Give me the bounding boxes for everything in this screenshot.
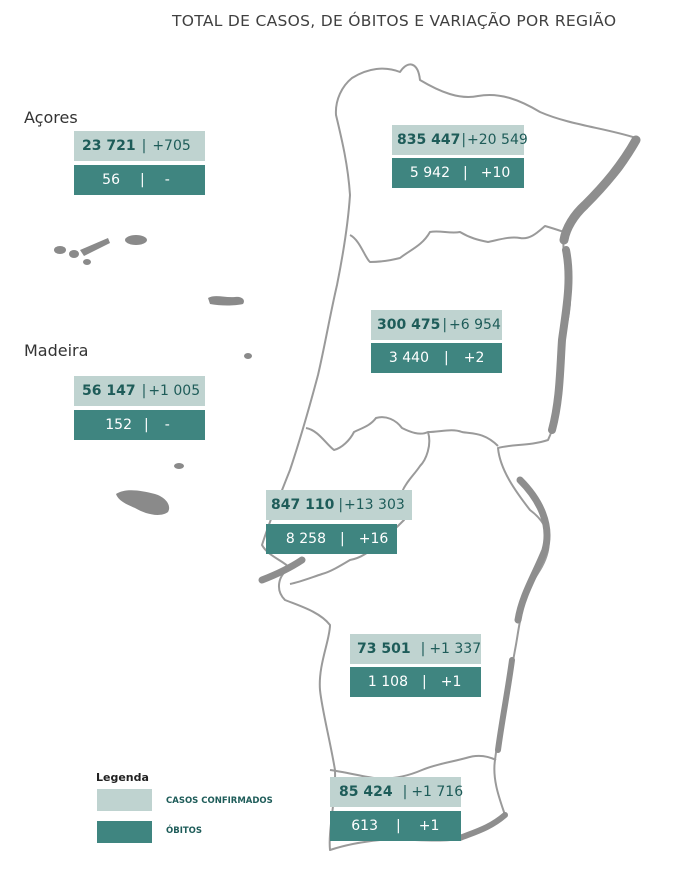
alentejo-deaths-box: 1 108 | +1	[350, 667, 481, 697]
madeira-cases-box: 56 147 | +1 005	[74, 376, 205, 406]
separator: |	[140, 172, 145, 188]
tagus-estuary	[258, 556, 306, 584]
lisboa-cases: 847 110	[271, 497, 335, 513]
island-santa-maria	[244, 353, 252, 359]
legend-cases-swatch	[97, 789, 152, 811]
lisboa-cases-delta: +13 303	[344, 497, 405, 513]
page-title: TOTAL DE CASOS, DE ÓBITOS E VARIAÇÃO POR…	[172, 12, 617, 30]
separator: |	[420, 641, 426, 657]
boundary-centro-lisboa	[305, 416, 499, 451]
island-porto-santo	[174, 463, 184, 469]
madeira-islands	[116, 463, 184, 515]
island-faial-pico	[80, 238, 110, 256]
alentejo-deaths: 1 108	[367, 674, 408, 690]
island-sao-miguel	[208, 296, 245, 306]
centro-cases-box: 300 475 | +6 954	[371, 310, 502, 340]
madeira-deaths: 152	[105, 417, 132, 433]
norte-deaths-delta: +10	[480, 165, 511, 181]
boundary-alentejo-algarve	[329, 754, 497, 780]
madeira-deaths-box: 152 | -	[74, 410, 205, 440]
norte-deaths-box: 5 942 | +10	[392, 158, 524, 188]
east-border-center	[548, 246, 573, 434]
acores-cases-box: 23 721 | +705	[74, 131, 205, 161]
norte-deaths: 5 942	[409, 165, 450, 181]
algarve-cases-box: 85 424 | +1 716	[330, 777, 464, 807]
separator: |	[144, 417, 149, 433]
island-flores	[54, 246, 66, 254]
east-border-north	[559, 135, 641, 245]
centro-deaths: 3 440	[388, 350, 429, 366]
alentejo-cases-delta: +1 337	[429, 641, 482, 657]
separator: |	[141, 138, 147, 154]
alentejo-cases: 73 501	[357, 641, 411, 657]
separator: |	[340, 531, 345, 547]
separator: |	[444, 350, 449, 366]
algarve-coast	[457, 812, 508, 841]
island-corvo	[69, 250, 79, 258]
separator: |	[396, 818, 401, 834]
algarve-deaths-delta: +1	[418, 818, 440, 834]
island-sao-jorge	[125, 235, 147, 245]
madeira-deaths-delta: -	[164, 417, 170, 433]
acores-cases: 23 721	[82, 138, 136, 154]
algarve-cases: 85 424	[339, 784, 393, 800]
legend-title: Legenda	[96, 771, 149, 784]
algarve-deaths: 613	[351, 818, 378, 834]
algarve-cases-delta: +1 716	[411, 784, 464, 800]
madeira-cases-delta: +1 005	[148, 383, 201, 399]
algarve-deaths-box: 613 | +1	[330, 811, 461, 841]
separator: |	[463, 165, 468, 181]
norte-cases: 835 447	[397, 132, 461, 148]
boundary-norte-centro	[349, 225, 565, 263]
lisboa-cases-box: 847 110 | +13 303	[266, 490, 412, 520]
lisboa-deaths-box: 8 258 | +16	[266, 524, 397, 554]
separator: |	[338, 497, 344, 513]
separator: |	[442, 317, 448, 333]
centro-cases-delta: +6 954	[449, 317, 501, 333]
norte-cases-delta: +20 549	[467, 132, 528, 148]
alentejo-deaths-delta: +1	[440, 674, 462, 690]
centro-deaths-delta: +2	[463, 350, 485, 366]
label-madeira: Madeira	[24, 341, 89, 360]
acores-deaths-delta: -	[164, 172, 170, 188]
east-border-alentejo	[514, 476, 551, 624]
island-madeira	[116, 490, 170, 515]
centro-cases: 300 475	[377, 317, 441, 333]
separator: |	[461, 132, 467, 148]
acores-deaths-box: 56 | -	[74, 165, 205, 195]
azores-islands	[54, 235, 252, 359]
lisboa-deaths: 8 258	[285, 531, 326, 547]
centro-deaths-box: 3 440 | +2	[371, 343, 502, 373]
acores-deaths: 56	[102, 172, 120, 188]
madeira-cases: 56 147	[82, 383, 136, 399]
label-acores: Açores	[24, 108, 78, 127]
separator: |	[141, 383, 147, 399]
separator: |	[402, 784, 408, 800]
legend-deaths-label: ÓBITOS	[166, 826, 203, 836]
acores-cases-delta: +705	[152, 138, 191, 154]
alentejo-cases-box: 73 501 | +1 337	[350, 634, 481, 664]
east-border-south	[495, 657, 515, 753]
separator: |	[422, 674, 427, 690]
island-terceira	[83, 259, 91, 265]
legend-cases-label: CASOS CONFIRMADOS	[166, 796, 273, 806]
norte-cases-box: 835 447 | +20 549	[392, 125, 528, 155]
lisboa-deaths-delta: +16	[358, 531, 389, 547]
legend-deaths-swatch	[97, 821, 152, 843]
